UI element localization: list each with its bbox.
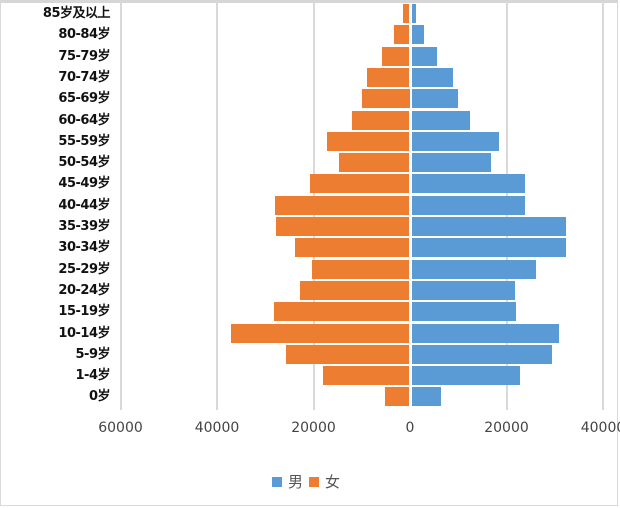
bar-female[interactable] (285, 344, 410, 364)
y-category-label: 85岁及以上 (42, 6, 111, 21)
bar-female[interactable] (273, 302, 410, 322)
bar-female[interactable] (275, 217, 410, 236)
y-category-label: 20-24岁 (58, 282, 110, 298)
y-category-label: 35-39岁 (58, 219, 110, 234)
bar-female[interactable] (230, 323, 410, 343)
x-tick-label: 20000 (291, 420, 336, 436)
bar-male[interactable] (411, 110, 471, 130)
bar-male[interactable] (411, 238, 567, 258)
y-category-label: 50-54岁 (58, 155, 110, 171)
bar-female[interactable] (394, 25, 410, 45)
y-category-label: 25-29岁 (58, 261, 110, 277)
bar-male[interactable] (411, 153, 491, 173)
y-category-label: 40-44岁 (58, 197, 110, 213)
bar-female[interactable] (367, 67, 410, 87)
bar-female[interactable] (384, 387, 410, 407)
bar-male[interactable] (411, 302, 516, 322)
y-category-label: 1-4岁 (75, 368, 111, 384)
y-category-label: 45-49岁 (58, 176, 110, 192)
bar-female[interactable] (323, 366, 410, 386)
bar-female[interactable] (299, 280, 410, 300)
bar-male[interactable] (411, 323, 559, 343)
y-category-label: 15-19岁 (58, 304, 110, 320)
y-category-label: 30-34岁 (58, 240, 110, 256)
bar-female[interactable] (274, 195, 410, 215)
bar-female[interactable] (382, 46, 410, 66)
legend-swatch-female (309, 476, 320, 487)
legend-item-female[interactable]: 女 (309, 471, 340, 492)
bar-male[interactable] (411, 280, 515, 300)
bar-male[interactable] (411, 344, 553, 364)
bar-male[interactable] (411, 259, 537, 279)
bar-male[interactable] (411, 25, 424, 45)
x-tick-label: 0 (405, 420, 415, 436)
y-category-label: 70-74岁 (58, 69, 110, 85)
x-tick-label: 60000 (98, 420, 143, 436)
bar-female[interactable] (352, 110, 410, 130)
bar-male[interactable] (411, 195, 526, 215)
legend-label-male: 男 (288, 473, 304, 491)
y-category-label: 0岁 (88, 389, 111, 405)
legend-label-female: 女 (325, 473, 341, 491)
bar-male[interactable] (411, 174, 526, 194)
y-category-label: 55-59岁 (58, 133, 110, 149)
bar-female[interactable] (327, 131, 410, 151)
bar-male[interactable] (411, 387, 442, 407)
bar-male[interactable] (411, 46, 437, 66)
bar-female[interactable] (295, 238, 410, 258)
legend-swatch-male (272, 476, 282, 487)
y-category-label: 80-84岁 (58, 27, 110, 43)
bar-male[interactable] (411, 4, 417, 23)
legend-item-male[interactable]: 男 (272, 471, 303, 492)
bar-male[interactable] (411, 67, 453, 87)
gridline (602, 2, 604, 410)
gridline (216, 2, 218, 410)
x-tick-label: 20000 (484, 420, 529, 436)
bar-female[interactable] (339, 153, 410, 173)
bar-male[interactable] (411, 131, 500, 151)
y-category-label: 65-69岁 (58, 91, 110, 107)
x-tick-label: 40000 (580, 420, 620, 436)
y-category-label: 5-9岁 (75, 346, 111, 362)
y-category-label: 10-14岁 (58, 325, 110, 341)
y-category-label: 75-79岁 (58, 48, 110, 64)
bar-female[interactable] (402, 4, 410, 23)
bar-male[interactable] (411, 217, 567, 236)
bar-male[interactable] (411, 366, 520, 386)
gridline (119, 2, 122, 410)
bar-male[interactable] (411, 89, 459, 109)
bar-female[interactable] (312, 259, 410, 279)
legend: 男 女 (272, 471, 346, 492)
bar-female[interactable] (361, 89, 410, 109)
y-category-label: 60-64岁 (58, 112, 110, 128)
bar-female[interactable] (310, 174, 410, 194)
x-tick-label: 40000 (194, 420, 240, 436)
